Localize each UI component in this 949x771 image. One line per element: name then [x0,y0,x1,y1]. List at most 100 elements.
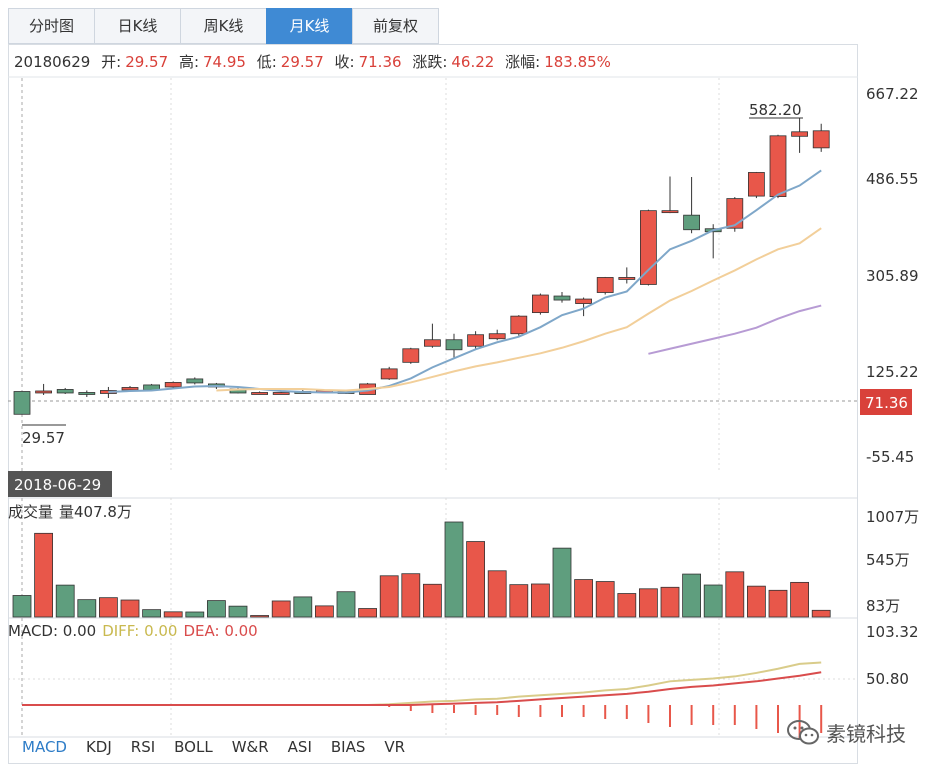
candle-body [640,210,657,285]
max-price-label: 582.20 [749,101,802,119]
volume-bar [12,595,32,618]
candle-body [683,214,700,231]
volume-bar [379,575,399,618]
macd-tick: 50.80 [866,670,909,688]
macd-series [22,661,823,739]
volume-bar [725,571,745,618]
cursor-date: 2018-06-29 [14,476,101,494]
tab-monthly-k[interactable]: 月K线 [266,8,353,44]
volume-bar [531,583,550,618]
volume-bar [55,584,75,618]
indicator-rsi[interactable]: RSI [130,738,156,756]
candle-body [726,198,744,229]
candle-body [748,172,765,197]
macd-header: MACD: 0.00 DIFF: 0.00 DEA: 0.00 [8,622,258,640]
price-tick: 486.55 [866,170,919,188]
volume-bar [747,585,766,618]
indicator-boll[interactable]: BOLL [174,738,213,756]
ma5-line [108,169,822,394]
volume-bar [487,570,507,618]
candle-body [618,277,636,280]
candle-body [812,130,830,149]
info-low-label: 低: [257,53,277,71]
volume-bar [120,599,140,618]
candles [13,117,830,415]
candle-body [164,382,182,388]
candle-body [445,339,463,351]
macd-value: MACD: 0.00 [8,622,96,640]
indicator-bias[interactable]: BIAS [330,738,366,756]
candle-body [423,339,441,347]
indicator-kdj[interactable]: KDJ [85,738,112,756]
price-tick: 305.89 [866,267,919,285]
volume-bar [293,596,313,618]
indicator-wr[interactable]: W&R [231,738,269,756]
candle-body [13,391,31,415]
volume-bar [595,581,615,618]
candle-body [596,277,614,293]
volume-bar [314,605,334,618]
volume-tick: 83万 [866,597,900,615]
indicator-asi[interactable]: ASI [287,738,312,756]
volume-bar [228,605,248,618]
period-tabs: 分时图 日K线 周K线 月K线 前复权 [8,8,439,44]
volume-tick: 1007万 [866,508,919,526]
info-change: 46.22 [451,53,494,71]
candle-body [186,378,204,384]
indicator-vr[interactable]: VR [384,738,406,756]
ma-lines [108,169,822,394]
volume-bar [163,611,183,618]
candle-body [575,298,592,304]
volume-bar [185,611,205,618]
volume-bar [250,615,270,618]
tab-weekly-k[interactable]: 周K线 [180,8,267,44]
tab-daily-k[interactable]: 日K线 [94,8,181,44]
volume-bar [422,583,442,618]
info-open-label: 开: [101,53,121,71]
candle-body [488,333,506,340]
info-pct-label: 涨幅: [505,53,540,71]
volume-bar [790,581,809,618]
volume-bar [336,591,356,618]
info-change-label: 涨跌: [412,53,447,71]
volume-bar [401,573,421,618]
diff-value: DIFF: 0.00 [102,622,177,640]
dea-line [22,671,822,706]
candle-body [56,389,74,394]
candle-body [380,368,398,380]
min-price-label: 29.57 [22,429,65,447]
volume-bar [206,600,226,618]
cursor-date-badge [8,471,112,497]
info-open: 29.57 [125,53,168,71]
info-close-label: 收: [335,53,355,71]
macd-tick: 103.32 [866,623,919,641]
candle-body [272,392,290,395]
price-tick: -55.45 [866,448,914,466]
volume-bar [574,579,593,618]
candle-body [402,348,420,363]
volume-bar [703,584,723,618]
info-close: 71.36 [359,53,402,71]
volume-bar [99,597,118,618]
volume-bar [509,584,529,618]
tab-forward-adjust[interactable]: 前复权 [352,8,439,44]
tab-intraday[interactable]: 分时图 [8,8,95,44]
watermark: 素镜科技 [786,718,906,747]
volume-bar [660,586,680,618]
wechat-icon [787,719,819,744]
volume-label: 成交量 [8,503,53,521]
candle-body [510,315,528,335]
info-low: 29.57 [281,53,324,71]
price-tick: 667.22 [866,85,919,103]
current-price-label: 71.36 [865,394,908,412]
candle-body [769,135,787,197]
volume-bar [639,588,658,618]
candle-body [251,392,269,395]
indicator-macd[interactable]: MACD [22,738,67,756]
ma10-line [216,227,822,392]
info-bar: 20180629 开: 29.57 高: 74.95 低: 29.57 收: 71.36… [14,53,611,71]
chart-frame [8,44,858,764]
volume-bar [142,609,162,618]
volume-bar [811,609,831,618]
